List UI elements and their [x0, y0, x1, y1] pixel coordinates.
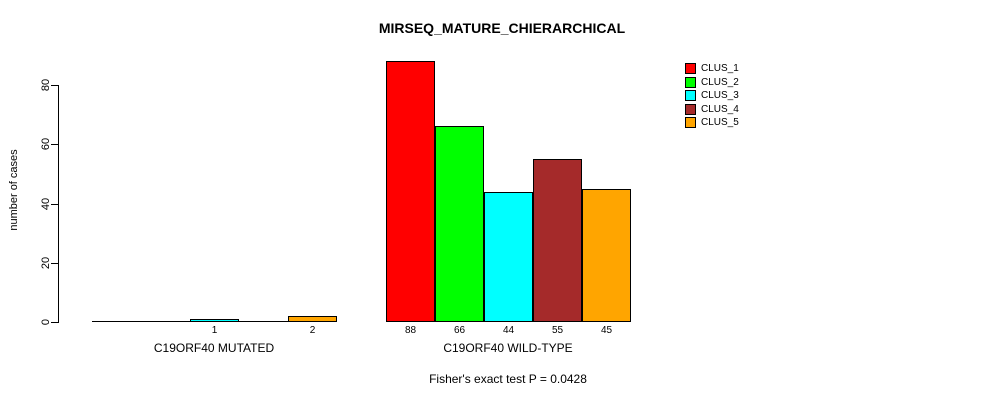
y-axis-label: number of cases [8, 149, 20, 231]
y-tick [51, 144, 58, 146]
bar-value-label: 88 [404, 325, 417, 336]
chart-title: MIRSEQ_MATURE_CHIERARCHICAL [378, 20, 626, 36]
bar-clus_4-group2 [533, 159, 582, 322]
y-tick [51, 262, 58, 264]
bar-clus_1-group2 [386, 61, 435, 322]
y-tick-label: 40 [40, 197, 52, 210]
legend-label-clus_4: CLUS_4 [701, 103, 739, 115]
group-label-wildtype: C19ORF40 WILD-TYPE [443, 341, 573, 355]
y-tick [51, 322, 58, 323]
legend-label-clus_5: CLUS_5 [701, 117, 739, 128]
bar-value-label: 45 [600, 325, 613, 336]
y-tick [51, 203, 58, 205]
group-label-mutated: C19ORF40 MUTATED [153, 341, 275, 355]
y-tick-label: 80 [40, 78, 52, 92]
fisher-test-annotation: Fisher's exact test P = 0.0428 [429, 372, 587, 386]
bar-value-label: 1 [211, 325, 218, 336]
bar-clus_5-group2 [582, 189, 631, 322]
legend-swatch-clus_1 [685, 63, 696, 74]
legend-swatch-clus_3 [685, 90, 696, 101]
y-tick-label: 20 [40, 256, 52, 269]
bar-clus_3-group1 [190, 319, 239, 322]
legend-swatch-clus_4 [685, 103, 696, 115]
bar-value-label: 66 [453, 325, 466, 336]
bar-value-label: 2 [309, 325, 316, 336]
bar-value-label: 44 [502, 325, 515, 336]
y-tick [51, 85, 58, 86]
y-tick-label: 60 [40, 138, 52, 151]
bar-clus_5-group1 [288, 316, 337, 322]
legend-label-clus_2: CLUS_2 [701, 76, 739, 88]
y-axis-line [58, 85, 59, 323]
legend-label-clus_1: CLUS_1 [701, 63, 739, 74]
y-tick-label: 0 [40, 318, 52, 326]
bar-value-label: 55 [551, 325, 564, 336]
bar-clus_3-group2 [484, 192, 533, 322]
legend-swatch-clus_2 [685, 76, 696, 88]
legend-swatch-clus_5 [685, 117, 696, 128]
bar-clus_2-group2 [435, 126, 484, 322]
legend-label-clus_3: CLUS_3 [701, 90, 739, 101]
